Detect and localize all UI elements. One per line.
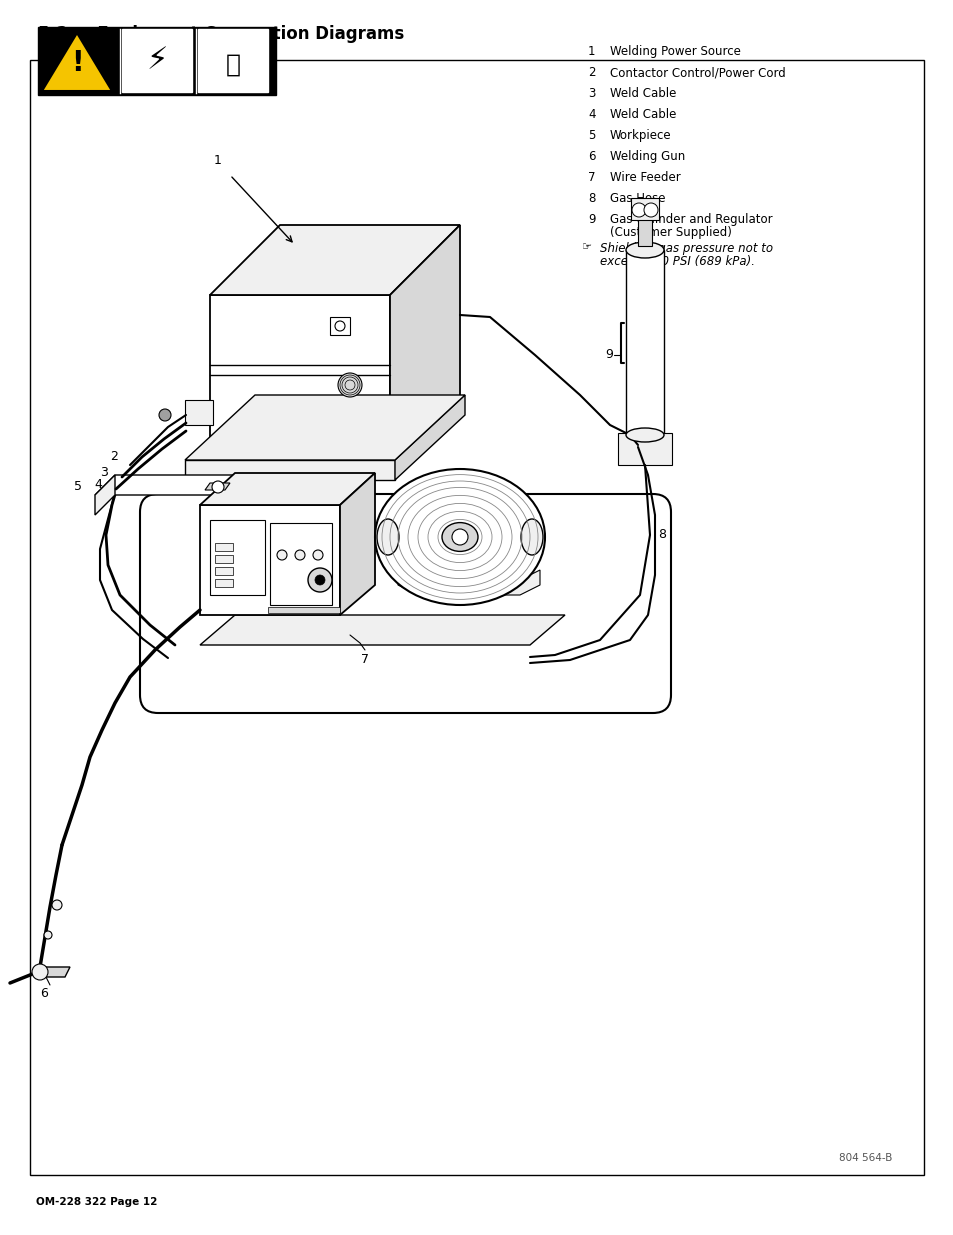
Text: Welding Gun: Welding Gun xyxy=(609,149,684,163)
Text: 3: 3 xyxy=(100,467,108,479)
Ellipse shape xyxy=(375,469,544,605)
Text: 4: 4 xyxy=(587,107,595,121)
Circle shape xyxy=(44,931,52,939)
Bar xyxy=(38,27,275,95)
Text: 5: 5 xyxy=(74,480,82,494)
Circle shape xyxy=(314,576,325,585)
Text: Gas Cylinder and Regulator: Gas Cylinder and Regulator xyxy=(609,212,772,226)
Bar xyxy=(618,433,671,466)
Polygon shape xyxy=(205,483,230,490)
Bar xyxy=(638,219,651,246)
Text: 9: 9 xyxy=(604,348,613,362)
Text: 7: 7 xyxy=(587,170,595,184)
Text: Welding Power Source: Welding Power Source xyxy=(609,44,740,58)
Text: Weld Cable: Weld Cable xyxy=(609,86,676,100)
Polygon shape xyxy=(200,505,339,615)
Bar xyxy=(625,249,663,435)
Circle shape xyxy=(294,550,305,559)
Text: 4: 4 xyxy=(94,478,102,492)
Circle shape xyxy=(335,321,345,331)
Text: 8: 8 xyxy=(658,529,665,541)
Circle shape xyxy=(276,550,287,559)
Polygon shape xyxy=(390,225,459,475)
Bar xyxy=(214,555,233,563)
Text: Shielding gas pressure not to: Shielding gas pressure not to xyxy=(599,242,772,254)
Bar xyxy=(214,543,233,551)
Circle shape xyxy=(159,409,171,421)
Circle shape xyxy=(212,480,224,493)
Polygon shape xyxy=(339,473,375,615)
Text: (Customer Supplied): (Customer Supplied) xyxy=(609,226,731,240)
Ellipse shape xyxy=(376,519,398,555)
Polygon shape xyxy=(95,475,234,495)
Circle shape xyxy=(52,900,62,910)
Text: Wire Feeder: Wire Feeder xyxy=(609,170,680,184)
Polygon shape xyxy=(395,395,464,480)
Bar xyxy=(214,579,233,587)
Bar xyxy=(185,400,213,425)
Text: 1: 1 xyxy=(587,44,595,58)
Circle shape xyxy=(313,550,323,559)
Text: 1: 1 xyxy=(213,154,222,167)
Bar xyxy=(210,520,265,595)
Polygon shape xyxy=(210,225,459,295)
Text: Workpiece: Workpiece xyxy=(609,128,671,142)
Polygon shape xyxy=(200,473,375,505)
Text: 6: 6 xyxy=(587,149,595,163)
Circle shape xyxy=(452,529,468,545)
Bar xyxy=(122,28,192,91)
Ellipse shape xyxy=(625,242,663,258)
Text: 2: 2 xyxy=(110,451,118,463)
Bar xyxy=(198,28,268,91)
Bar xyxy=(330,317,350,335)
Text: exceed 100 PSI (689 kPa).: exceed 100 PSI (689 kPa). xyxy=(599,254,754,268)
Polygon shape xyxy=(397,571,539,595)
Text: 804 564-B: 804 564-B xyxy=(838,1153,891,1163)
Polygon shape xyxy=(35,967,70,977)
Text: 8: 8 xyxy=(587,191,595,205)
Polygon shape xyxy=(268,606,339,613)
Text: 5: 5 xyxy=(587,128,595,142)
Ellipse shape xyxy=(625,429,663,442)
Text: OM-228 322 Page 12: OM-228 322 Page 12 xyxy=(36,1197,157,1207)
Text: 🔥: 🔥 xyxy=(225,53,240,77)
Text: Weld Cable: Weld Cable xyxy=(609,107,676,121)
Text: ⚡: ⚡ xyxy=(146,47,168,75)
Text: 6: 6 xyxy=(40,987,48,1000)
Circle shape xyxy=(337,373,361,396)
Polygon shape xyxy=(185,459,395,480)
Circle shape xyxy=(308,568,332,592)
Text: 7: 7 xyxy=(360,653,369,666)
Ellipse shape xyxy=(441,522,477,551)
Bar xyxy=(630,198,659,220)
Text: 3: 3 xyxy=(587,86,595,100)
Text: Gas Hose: Gas Hose xyxy=(609,191,665,205)
Polygon shape xyxy=(210,295,390,475)
Text: !: ! xyxy=(71,49,83,77)
Polygon shape xyxy=(185,395,464,459)
Bar xyxy=(214,567,233,576)
Text: Contactor Control/Power Cord: Contactor Control/Power Cord xyxy=(609,65,785,79)
Ellipse shape xyxy=(520,519,542,555)
Circle shape xyxy=(643,203,658,217)
Polygon shape xyxy=(200,615,564,645)
Polygon shape xyxy=(42,33,112,91)
Text: 5-2.    Equipment Connection Diagrams: 5-2. Equipment Connection Diagrams xyxy=(38,25,404,43)
Circle shape xyxy=(32,965,48,981)
Text: ☞: ☞ xyxy=(581,242,592,252)
Bar xyxy=(270,522,332,605)
Circle shape xyxy=(631,203,645,217)
Text: 2: 2 xyxy=(587,65,595,79)
Polygon shape xyxy=(95,475,115,515)
Text: 9: 9 xyxy=(587,212,595,226)
